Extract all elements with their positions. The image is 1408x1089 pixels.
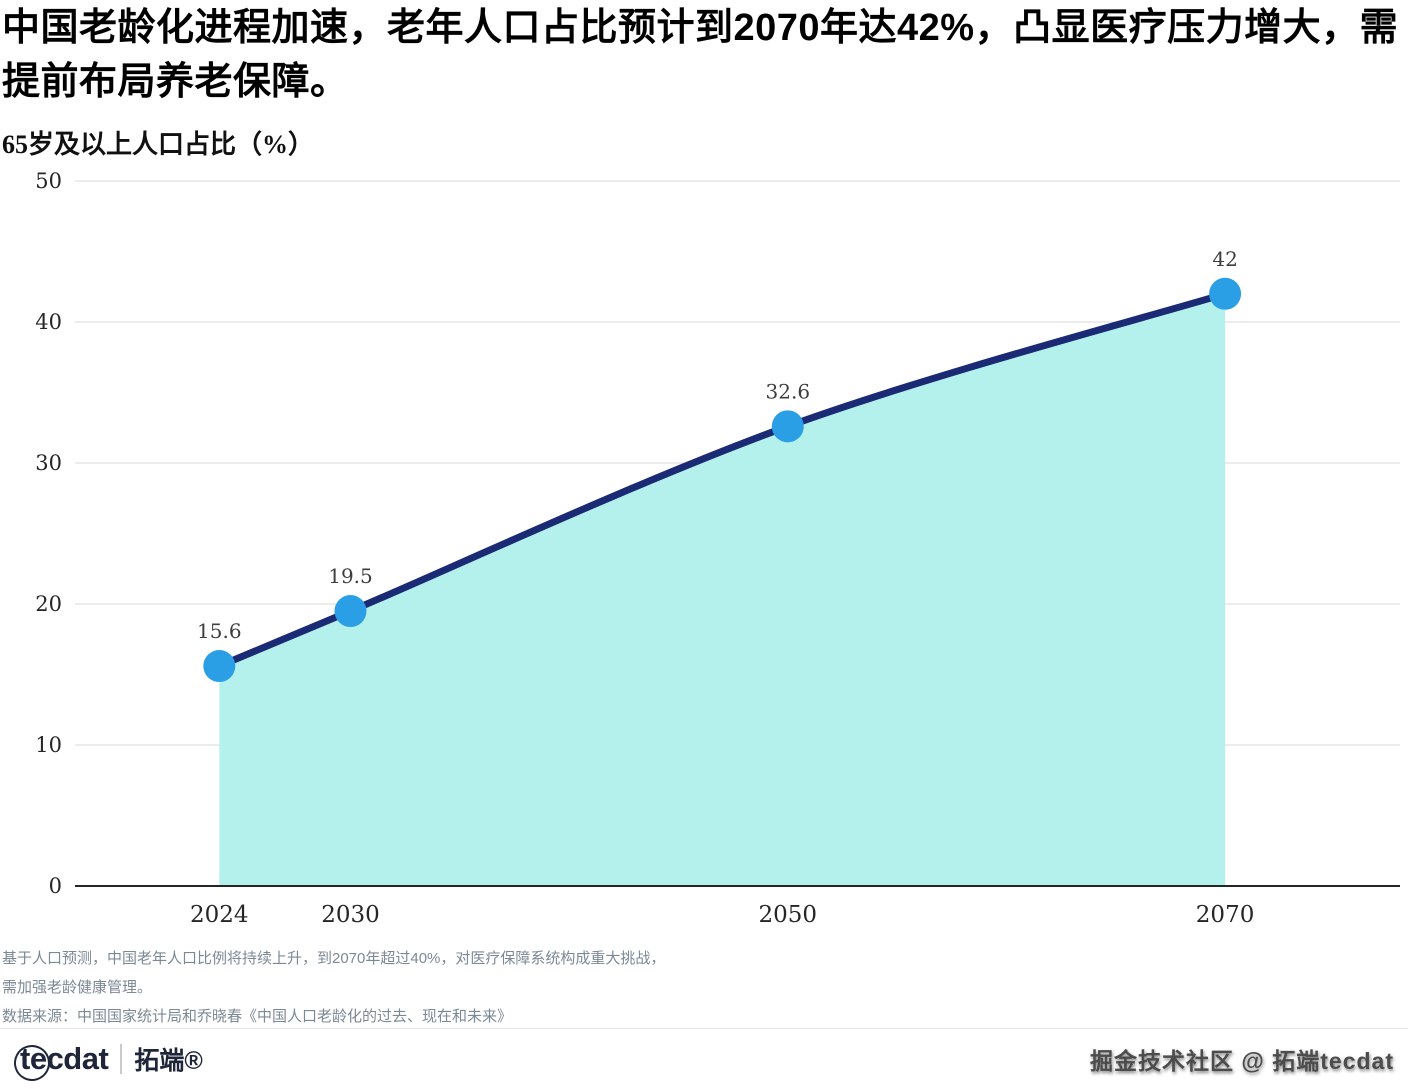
x-axis-tick-label: 2050 xyxy=(759,902,818,928)
y-axis-tick-label: 40 xyxy=(35,310,62,334)
y-axis-tick-label: 50 xyxy=(35,169,62,193)
data-point xyxy=(203,650,236,683)
data-point-label: 42 xyxy=(1212,247,1237,271)
x-axis-tick-label: 2070 xyxy=(1196,902,1255,928)
note-line-1: 基于人口预测，中国老年人口比例将持续上升，到2070年超过40%，对医疗保障系统… xyxy=(2,950,666,967)
note-line-2: 需加强老龄健康管理。 xyxy=(2,979,153,996)
logo-divider xyxy=(120,1044,123,1074)
tecdat-wordmark: tecdat xyxy=(9,1040,109,1086)
y-axis-tick-label: 20 xyxy=(35,592,62,616)
data-point-label: 19.5 xyxy=(328,564,373,588)
data-source: 数据来源：中国国家统计局和乔晓春《中国人口老龄化的过去、现在和未来》 xyxy=(2,1008,513,1025)
x-axis-tick-label: 2024 xyxy=(190,902,249,928)
tuoduan-wordmark: 拓端® xyxy=(134,1047,203,1075)
data-point xyxy=(1209,277,1242,310)
footnotes: 基于人口预测，中国老年人口比例将持续上升，到2070年超过40%，对医疗保障系统… xyxy=(2,950,665,1026)
trend-line xyxy=(215,290,1229,670)
data-point xyxy=(334,595,367,628)
y-axis-tick-label: 10 xyxy=(35,733,62,757)
watermark: 掘金技术社区 @ 拓端tecdat xyxy=(1090,1048,1394,1074)
area-fill xyxy=(219,293,1226,886)
chart-subtitle: 65岁及以上人口占比（%） xyxy=(2,130,315,159)
chart-headline: 中国老龄化进程加速，老年人口占比预计到2070年达42%，凸显医疗压力增大，需提… xyxy=(2,7,1399,103)
x-axis-tick-label: 2030 xyxy=(321,902,380,928)
tecdat-wordmark-text: tecdat xyxy=(20,1041,109,1076)
data-point-label: 15.6 xyxy=(197,619,242,643)
footer-bar: tecdat 拓端® 掘金技术社区 @ 拓端tecdat xyxy=(0,1028,1408,1089)
y-axis-tick-label: 30 xyxy=(35,451,62,475)
tecdat-logo: tecdat 拓端® xyxy=(9,1040,203,1086)
data-point-label: 32.6 xyxy=(766,379,811,403)
y-axis-tick-label: 0 xyxy=(49,874,62,898)
data-point xyxy=(771,410,804,443)
